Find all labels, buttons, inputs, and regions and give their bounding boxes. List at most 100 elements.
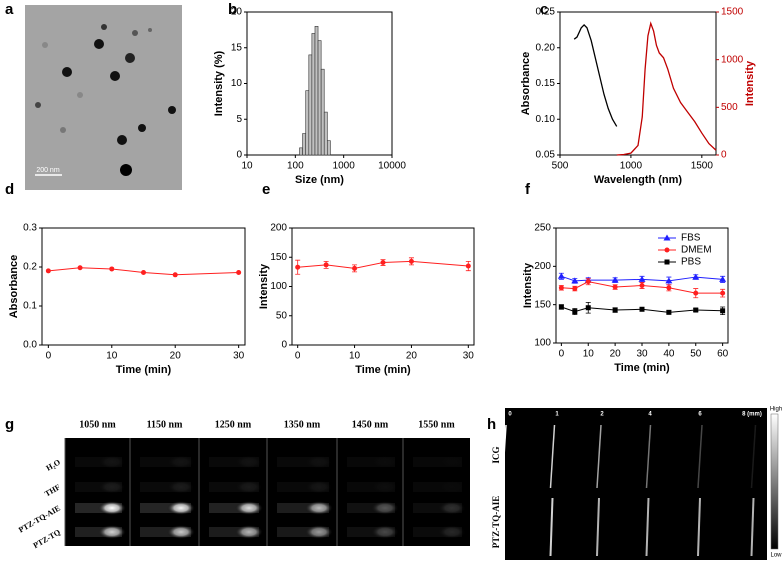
- aie-capillary: [596, 497, 600, 557]
- y-tick-label: 0: [281, 340, 287, 351]
- marker: [612, 307, 618, 313]
- wavelength-label: 1350 nm: [284, 419, 321, 430]
- marker: [720, 290, 726, 296]
- y-tick-label: 0.05: [536, 150, 556, 161]
- legend-label: PBS: [681, 257, 701, 268]
- panel-label: h: [487, 416, 496, 433]
- y-tick-label: 150: [534, 299, 551, 310]
- y-tick-label: 5: [236, 114, 242, 125]
- tube-glow: [371, 480, 399, 494]
- y-axis-label: Intensity: [258, 263, 270, 309]
- x-tick-label: 10: [241, 161, 253, 172]
- marker: [666, 285, 672, 291]
- tube: [277, 503, 329, 513]
- y-tick-label: 100: [534, 338, 551, 349]
- bar: [323, 111, 328, 156]
- bar: [314, 25, 319, 156]
- bar: [327, 140, 331, 156]
- wavelength-label: 1450 nm: [352, 419, 389, 430]
- marker: [665, 277, 673, 284]
- sample-label: H₂O: [45, 458, 62, 473]
- x-axis-label: Wavelength (nm): [594, 174, 683, 186]
- x-tick-label: 60: [717, 349, 729, 360]
- data-line: [573, 23, 618, 127]
- icg-capillary: [596, 424, 602, 489]
- marker: [109, 266, 115, 272]
- y-axis-label: Intensity (%): [213, 50, 225, 116]
- marker: [664, 247, 670, 253]
- tube-glow: [167, 501, 195, 515]
- y-tick-label: 0.0: [23, 340, 37, 351]
- bar: [299, 147, 303, 156]
- tube: [140, 527, 191, 537]
- y-tick-label: 0.2: [23, 262, 37, 273]
- nir-images: 1050 nm 1150 nm 1250 nm 1350 nm 1450 nm 1550 …: [17, 419, 470, 550]
- bar: [305, 90, 310, 156]
- marker: [639, 306, 645, 312]
- plot-frame: [291, 227, 475, 346]
- marker: [693, 290, 699, 296]
- x-tick-label: 50: [690, 349, 702, 360]
- x-tick-label: 20: [170, 351, 182, 362]
- icg-capillary: [750, 424, 757, 489]
- wavelength-label: 1250 nm: [215, 419, 252, 430]
- marker: [380, 260, 386, 266]
- x-tick-label: 1500: [691, 161, 714, 172]
- x-tick-label: 10: [106, 351, 118, 362]
- data-line: [297, 260, 469, 269]
- agent-label: PTZ-TQ-AIE: [491, 496, 501, 549]
- tube-glow: [98, 455, 126, 469]
- x-tick-label: 500: [552, 161, 569, 172]
- tube-glow: [438, 501, 466, 515]
- tube-glow: [167, 525, 195, 539]
- panel-label: g: [5, 416, 14, 433]
- tube-glow: [305, 501, 333, 515]
- marker: [585, 279, 591, 285]
- data-line: [616, 21, 717, 156]
- wavelength-label: 1150 nm: [147, 419, 184, 430]
- y-tick-label: 0.10: [536, 114, 556, 125]
- x-tick-label: 30: [636, 349, 648, 360]
- x-axis-label: Time (min): [355, 364, 411, 376]
- y-tick-label: 0: [236, 150, 242, 161]
- y-tick-label: 200: [270, 223, 287, 234]
- depth-label: 6: [698, 412, 702, 418]
- y-tick-label: 0.20: [536, 42, 556, 53]
- y-tick-label: 10: [231, 78, 243, 89]
- marker: [141, 269, 146, 275]
- x-tick-label: 30: [463, 351, 475, 362]
- aie-capillary: [645, 497, 650, 557]
- marker: [352, 265, 358, 271]
- x-tick-label: 1000: [333, 161, 356, 172]
- panel-label: a: [5, 1, 14, 18]
- tube-glow: [235, 455, 263, 469]
- aie-capillary: [697, 497, 701, 557]
- tube-glow: [438, 525, 466, 539]
- tube-glow: [235, 501, 263, 515]
- marker: [693, 307, 699, 313]
- plot-frame: [559, 11, 717, 156]
- tube-glow: [98, 525, 126, 539]
- marker: [572, 309, 578, 315]
- x-tick-label: 0: [559, 349, 565, 360]
- tube-glow: [305, 525, 333, 539]
- panel-label: e: [262, 181, 270, 198]
- y-axis-label: Intensity: [522, 262, 534, 308]
- x-tick-label: 0: [295, 351, 301, 362]
- x-tick-label: 100: [287, 161, 304, 172]
- y-axis-label: Absorbance: [520, 52, 532, 116]
- y-tick-label: 100: [270, 281, 287, 292]
- x-tick-label: 10: [583, 349, 595, 360]
- legend-label: DMEM: [681, 245, 712, 256]
- marker: [719, 275, 727, 282]
- tube-glow: [371, 455, 399, 469]
- colorbar-label: Low: [770, 553, 782, 559]
- x-tick-label: 20: [406, 351, 418, 362]
- sample-label: THF: [43, 482, 62, 498]
- tube-glow: [371, 525, 399, 539]
- data-line: [561, 275, 723, 282]
- marker: [720, 308, 726, 314]
- x-tick-label: 30: [233, 351, 245, 362]
- panel-label: c: [540, 1, 548, 18]
- data-line: [561, 281, 723, 294]
